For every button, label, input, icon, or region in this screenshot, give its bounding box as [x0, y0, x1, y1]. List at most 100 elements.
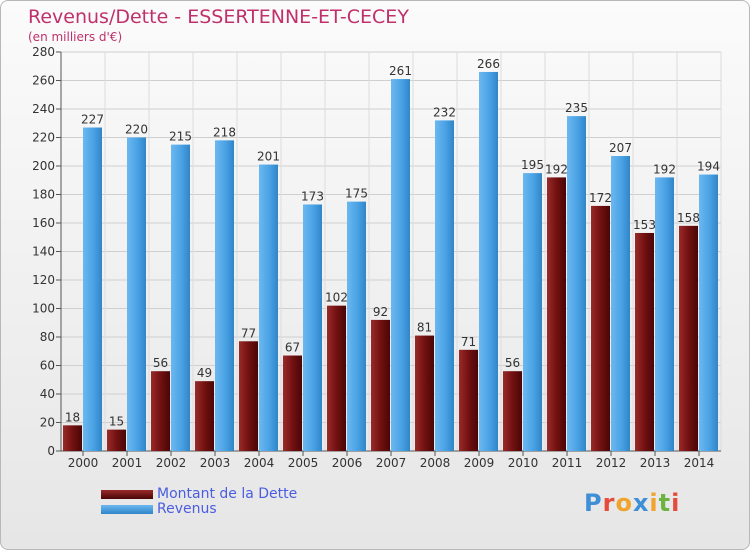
data-label: 102 [325, 291, 348, 305]
bar-revenus [435, 120, 454, 452]
legend-swatch-dette [101, 490, 153, 499]
bar-revenus [347, 201, 366, 451]
data-label: 218 [213, 125, 236, 139]
data-label: 194 [697, 160, 720, 174]
x-tick-label: 2005 [288, 456, 319, 470]
data-label: 172 [589, 191, 612, 205]
bar-dette [591, 205, 610, 451]
x-tick-label: 2008 [420, 456, 451, 470]
bar-revenus [523, 173, 542, 451]
legend-label-revenus: Revenus [157, 501, 217, 517]
bar-dette [239, 341, 258, 451]
logo-letter: i [671, 489, 681, 517]
x-tick-label: 2002 [156, 456, 187, 470]
legend-swatch-revenus [101, 505, 153, 514]
bar-revenus [699, 174, 718, 452]
y-tick-label: 240 [32, 102, 55, 116]
bar-revenus [83, 127, 102, 452]
legend-item-revenus: Revenus [101, 501, 361, 517]
data-label: 266 [477, 57, 500, 71]
data-label: 56 [505, 356, 520, 370]
legend-item-dette: Montant de la Dette [101, 486, 361, 502]
data-label: 77 [241, 326, 256, 340]
data-label: 92 [373, 305, 388, 319]
data-label: 153 [633, 218, 656, 232]
bar-revenus [391, 79, 410, 451]
x-tick-label: 2009 [464, 456, 495, 470]
bar-dette [63, 425, 82, 451]
y-tick-label: 180 [32, 188, 55, 202]
x-tick-label: 2006 [332, 456, 363, 470]
bar-revenus [127, 137, 146, 451]
bar-dette [327, 305, 346, 451]
y-tick-label: 80 [40, 330, 55, 344]
y-tick-label: 100 [32, 302, 55, 316]
y-tick-label: 160 [32, 216, 55, 230]
x-tick-label: 2003 [200, 456, 231, 470]
legend: Montant de la Dette Revenus [101, 486, 361, 517]
data-label: 192 [653, 162, 676, 176]
data-label: 158 [677, 211, 700, 225]
data-label: 175 [345, 187, 368, 201]
bar-revenus [611, 156, 630, 451]
bar-dette [107, 429, 126, 451]
x-tick-label: 2000 [68, 456, 99, 470]
bar-revenus [655, 177, 674, 451]
bar-dette [195, 381, 214, 451]
data-label: 81 [417, 321, 432, 335]
x-tick-label: 2011 [552, 456, 583, 470]
bar-dette [371, 319, 390, 451]
logo-letter: P [584, 489, 603, 517]
logo-letter: r [602, 489, 616, 517]
x-tick-label: 2010 [508, 456, 539, 470]
y-tick-label: 120 [32, 273, 55, 287]
y-tick-label: 0 [47, 444, 55, 458]
bars [63, 71, 718, 452]
bar-dette [503, 371, 522, 451]
data-label: 67 [285, 341, 300, 355]
y-tick-label: 200 [32, 159, 55, 173]
data-label: 201 [257, 150, 280, 164]
data-label: 192 [545, 162, 568, 176]
logo-letter: o [615, 489, 633, 517]
y-tick-label: 20 [40, 416, 55, 430]
bar-revenus [567, 116, 586, 451]
data-label: 49 [197, 366, 212, 380]
proxiti-logo: Proxiti [584, 489, 680, 517]
bar-revenus [171, 144, 190, 451]
bar-dette [635, 232, 654, 451]
data-label: 195 [521, 158, 544, 172]
logo-letter: x [632, 489, 650, 517]
x-tick-label: 2001 [112, 456, 143, 470]
bar-revenus [259, 164, 278, 451]
bar-revenus [479, 71, 498, 451]
data-labels: 18 227 15 220 56 215 49 218 77 201 67 173 102 175 92 26… [65, 57, 720, 429]
data-label: 220 [125, 123, 148, 137]
y-tick-label: 40 [40, 387, 55, 401]
data-label: 215 [169, 130, 192, 144]
logo-letter: t [658, 489, 672, 517]
data-label: 232 [433, 105, 456, 119]
bar-revenus [215, 140, 234, 451]
data-label: 261 [389, 64, 412, 78]
bar-dette [679, 225, 698, 451]
chart-subtitle: (en milliers d'€) [28, 30, 123, 44]
data-label: 56 [153, 356, 168, 370]
x-tick-label: 2014 [684, 456, 715, 470]
y-tick-label: 140 [32, 245, 55, 259]
x-tick-label: 2004 [244, 456, 275, 470]
bar-dette [459, 349, 478, 451]
bar-revenus [303, 204, 322, 451]
y-tick-label: 260 [32, 74, 55, 88]
x-tick-label: 2012 [596, 456, 627, 470]
x-tick-label: 2013 [640, 456, 671, 470]
bar-dette [283, 355, 302, 451]
data-label: 235 [565, 101, 588, 115]
bar-dette [547, 177, 566, 451]
bar-dette [151, 371, 170, 451]
y-tick-label: 220 [32, 131, 55, 145]
legend-label-dette: Montant de la Dette [157, 486, 298, 502]
chart-title: Revenus/Dette - ESSERTENNE-ET-CECEY [28, 6, 409, 28]
